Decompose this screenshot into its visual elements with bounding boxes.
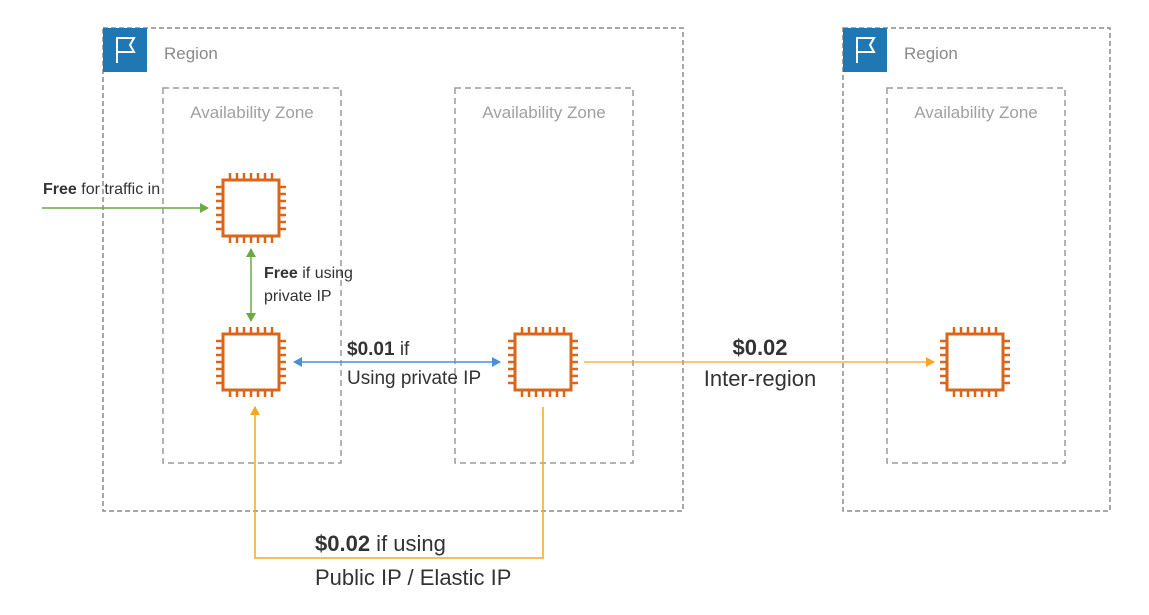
az-1b-border <box>454 87 634 464</box>
availability-zone-1a: Availability Zone <box>162 87 342 464</box>
traffic-in-label: Free for traffic in <box>43 181 160 198</box>
ec2-instance-icon <box>940 327 1010 397</box>
cross-az-label: $0.01 if <box>347 339 410 360</box>
traffic-in-price: Free <box>43 181 77 198</box>
az-2a-label: Availability Zone <box>914 103 1037 122</box>
public-ip-label: $0.02 if using <box>315 531 446 556</box>
ec2-instance-icon <box>216 173 286 243</box>
public-ip-desc: if using <box>370 531 446 556</box>
cross-az-label-line2: Using private IP <box>347 368 481 389</box>
az-2a-border <box>886 87 1066 464</box>
region-2-label: Region <box>904 44 958 63</box>
ec2-instance-icon <box>508 327 578 397</box>
az-1a-border <box>162 87 342 464</box>
region-1-border <box>102 27 684 512</box>
region-1-label: Region <box>164 44 218 63</box>
az-1b-label: Availability Zone <box>482 103 605 122</box>
flag-icon <box>103 28 147 72</box>
public-ip-price: $0.02 <box>315 531 370 556</box>
flag-icon <box>843 28 887 72</box>
ec2-instance-icon <box>216 327 286 397</box>
region-2-border <box>842 27 1111 512</box>
inter-region-price: $0.02 <box>732 335 787 360</box>
availability-zone-1b: Availability Zone <box>454 87 634 464</box>
same-az-price: Free <box>264 265 298 282</box>
public-ip-label-line2: Public IP / Elastic IP <box>315 565 511 590</box>
traffic-in-desc: for traffic in <box>77 181 160 198</box>
region-2: Region Availability Zone <box>842 27 1111 512</box>
az-1a-label: Availability Zone <box>190 103 313 122</box>
region-1: Region Availability Zone Availability Zo… <box>102 27 684 512</box>
same-az-desc: if using <box>298 265 353 282</box>
availability-zone-2a: Availability Zone <box>886 87 1066 464</box>
same-az-label: Free if using <box>264 265 353 282</box>
same-az-label-line2: private IP <box>264 288 332 305</box>
public-ip-connector <box>250 406 544 559</box>
cross-az-desc: if <box>395 339 411 360</box>
cross-az-price: $0.01 <box>347 339 395 360</box>
inter-region-label: Inter-region <box>704 366 817 391</box>
